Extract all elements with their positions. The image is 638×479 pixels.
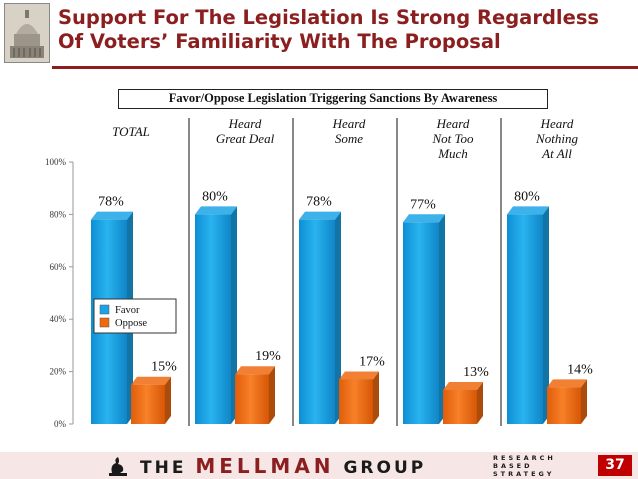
favor-bar — [195, 214, 231, 424]
legend-label-oppose: Oppose — [115, 318, 147, 329]
page-number: 37 — [598, 455, 632, 476]
favor-bar-side — [543, 206, 549, 424]
y-tick-label: 20% — [50, 367, 67, 377]
category-label: Some — [335, 131, 363, 146]
title-line-2: Of Voters’ Familiarity With The Proposal — [58, 30, 501, 53]
legend-label-favor: Favor — [115, 305, 140, 316]
oppose-data-label: 19% — [255, 349, 281, 364]
favor-data-label: 80% — [514, 189, 540, 204]
footer-tag-2: BASED — [493, 462, 533, 470]
category-label: Much — [437, 146, 468, 161]
oppose-bar-top — [547, 379, 587, 388]
oppose-data-label: 17% — [359, 354, 385, 369]
oppose-bar — [443, 389, 477, 424]
category-label: Heard — [332, 116, 366, 131]
footer-tag-1: RESEARCH — [493, 454, 556, 462]
oppose-bar — [547, 387, 581, 424]
favor-bar-top — [507, 206, 549, 215]
category-label: Heard — [436, 116, 470, 131]
favor-data-label: 78% — [98, 195, 124, 210]
category-label: Nothing — [535, 131, 578, 146]
oppose-bar-top — [235, 366, 275, 375]
category-label: At All — [541, 146, 572, 161]
oppose-bar — [131, 384, 165, 424]
favor-bar-top — [91, 211, 133, 220]
favor-bar-top — [403, 214, 445, 223]
chart: 0%20%40%60%80%100% TOTAL78%15%HeardGreat… — [45, 116, 593, 429]
title-rule — [52, 66, 638, 69]
footer-band — [0, 452, 638, 479]
y-tick-label: 40% — [50, 314, 67, 324]
footer-brand-post: GROUP — [334, 458, 427, 478]
oppose-bar-top — [339, 371, 379, 380]
favor-bar — [299, 219, 335, 424]
legend-swatch-oppose — [99, 317, 110, 328]
favor-data-label: 77% — [410, 197, 436, 212]
footer-tagline: RESEARCH BASED STRATEGY — [493, 454, 556, 478]
footer-brand-pre: THE — [140, 458, 196, 478]
footer-brand: THE MELLMAN GROUP — [140, 455, 426, 479]
legend-swatch-favor — [99, 304, 110, 315]
y-tick-label: 0% — [54, 419, 67, 429]
oppose-data-label: 14% — [567, 362, 593, 377]
favor-bar-top — [299, 211, 341, 220]
oppose-bar — [339, 379, 373, 424]
favor-bar-side — [439, 214, 445, 424]
category-label: TOTAL — [112, 124, 150, 139]
chart-title: Favor/Oppose Legislation Triggering Sanc… — [118, 89, 548, 109]
y-tick-label: 80% — [50, 209, 67, 219]
category-label: Heard — [228, 116, 262, 131]
oppose-bar-top — [131, 376, 171, 385]
y-tick-label: 100% — [45, 157, 67, 167]
favor-bar-side — [335, 211, 341, 424]
category-label: Heard — [540, 116, 574, 131]
favor-bar — [403, 222, 439, 424]
oppose-bar-side — [165, 376, 171, 424]
favor-bar — [507, 214, 543, 424]
footer-tag-3: STRATEGY — [493, 470, 555, 478]
oppose-data-label: 13% — [463, 365, 489, 380]
oppose-bar-side — [269, 366, 275, 424]
oppose-bar-side — [581, 379, 587, 424]
legend-box — [93, 298, 177, 334]
capitol-dome-icon — [5, 4, 49, 62]
footer-brand-main: MELLMAN — [195, 454, 335, 478]
favor-bar-side — [231, 206, 237, 424]
oppose-data-label: 15% — [151, 360, 177, 375]
oppose-bar — [235, 374, 269, 424]
favor-bar-top — [195, 206, 237, 215]
oppose-bar-side — [477, 381, 483, 424]
mellman-logo-icon — [109, 457, 127, 476]
favor-data-label: 78% — [306, 195, 332, 210]
title-line-1: Support For The Legislation Is Strong Re… — [58, 6, 600, 29]
favor-data-label: 80% — [202, 189, 228, 204]
category-label: Not Too — [431, 131, 474, 146]
category-label: Great Deal — [216, 131, 275, 146]
y-tick-label: 60% — [50, 262, 67, 272]
capitol-logo — [4, 3, 50, 63]
oppose-bar-top — [443, 381, 483, 390]
oppose-bar-side — [373, 371, 379, 424]
page-title: Support For The Legislation Is Strong Re… — [58, 6, 633, 54]
